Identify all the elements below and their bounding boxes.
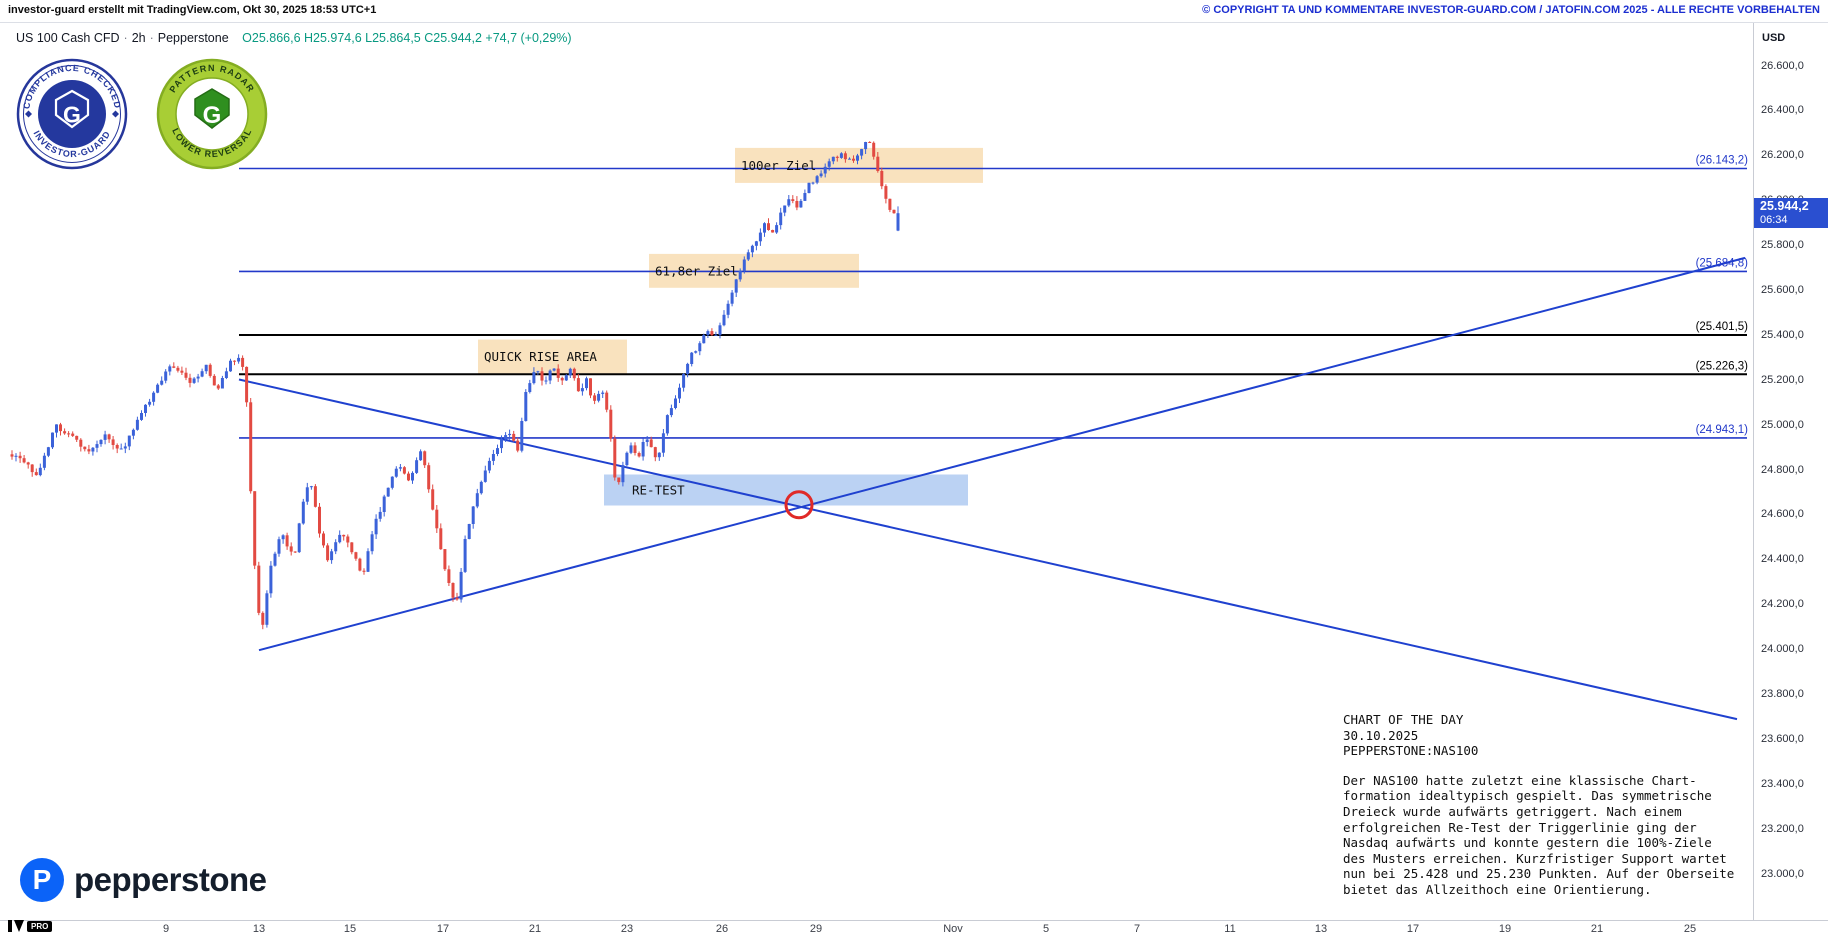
price-tick-label: 25.800,0 (1761, 239, 1804, 252)
time-axis[interactable] (0, 920, 1828, 938)
pattern-radar-badge: PATTERN RADAR LOWER REVERSAL G (156, 58, 268, 175)
price-tick-label: 23.200,0 (1761, 822, 1804, 835)
price-tick-label: 24.400,0 (1761, 553, 1804, 566)
svg-text:G: G (63, 102, 81, 128)
svg-text:RE-TEST: RE-TEST (632, 483, 685, 498)
legend-separator: · (149, 31, 154, 45)
svg-text:QUICK RISE AREA: QUICK RISE AREA (484, 349, 597, 364)
time-tick-label: Nov (943, 923, 963, 935)
pepperstone-wordmark: pepperstone (74, 861, 267, 898)
legend-interval[interactable]: 2h (131, 31, 146, 45)
commentary-body: Der NAS100 hatte zuletzt eine klassische… (1343, 772, 1735, 897)
price-tick-label: 24.600,0 (1761, 508, 1804, 521)
symbol-legend[interactable]: US 100 Cash CFD · 2h · Pepperstone O25.866,6… (16, 31, 572, 45)
compliance-checked-badge: COMPLIANCE CHECKED INVESTOR-GUARD G (16, 58, 128, 175)
svg-text:(24.943,1): (24.943,1) (1696, 424, 1749, 436)
pattern-radar-badge-icon: PATTERN RADAR LOWER REVERSAL G (156, 58, 268, 170)
price-tick-label: 23.800,0 (1761, 687, 1804, 700)
diamond-icon (112, 110, 119, 118)
price-tick-label: 23.000,0 (1761, 867, 1804, 880)
time-tick-label: 9 (162, 923, 170, 935)
price-tick-label: 26.200,0 (1761, 149, 1804, 162)
legend-broker[interactable]: Pepperstone (157, 31, 229, 45)
time-tick-label: 13 (252, 923, 266, 935)
svg-text:G: G (203, 102, 222, 129)
commentary-date: 30.10.2025 (1343, 727, 1419, 743)
pepperstone-logo-icon: P (20, 858, 64, 902)
time-tick-label: 15 (343, 923, 357, 935)
time-tick-label: 7 (1133, 923, 1141, 935)
time-tick-label: 21 (528, 923, 542, 935)
price-tick-label: 24.000,0 (1761, 643, 1804, 656)
price-tick-label: 26.600,0 (1761, 59, 1804, 72)
time-tick-label: 11 (1224, 923, 1236, 935)
bar-countdown: 06:34 (1760, 214, 1788, 226)
time-tick-label: 17 (436, 923, 450, 935)
top-bar: investor-guard erstellt mit TradingView.… (0, 0, 1828, 23)
commentary-symbol: PEPPERSTONE:NAS100 (1343, 743, 1479, 759)
svg-text:(25.226,3): (25.226,3) (1696, 360, 1749, 372)
price-tick-label: 25.600,0 (1761, 283, 1804, 296)
svg-text:100er Ziel: 100er Ziel (741, 158, 816, 173)
legend-separator: · (123, 31, 128, 45)
diamond-icon (25, 110, 32, 118)
price-tick-label: 25.400,0 (1761, 328, 1804, 341)
price-tick-label: 24.800,0 (1761, 463, 1804, 476)
shield-icon (54, 89, 90, 129)
svg-text:(25.401,5): (25.401,5) (1696, 321, 1749, 333)
time-tick-label: 26 (715, 923, 729, 935)
svg-text:61,8er Ziel: 61,8er Ziel (655, 263, 738, 278)
commentary-title: CHART OF THE DAY (1343, 712, 1464, 727)
time-tick-label: 23 (620, 923, 634, 935)
price-tick-label: 23.400,0 (1761, 777, 1804, 790)
price-axis-currency: USD (1762, 32, 1786, 44)
legend-symbol[interactable]: US 100 Cash CFD (16, 31, 120, 45)
time-tick-label: 29 (809, 923, 823, 935)
price-tick-label: 23.600,0 (1761, 732, 1804, 745)
pro-badge: PRO (27, 920, 53, 932)
time-tick-label: 19 (1498, 923, 1512, 935)
price-tick-label: 25.000,0 (1761, 418, 1804, 431)
current-price-value: 25.944,2 (1760, 199, 1809, 213)
pepperstone-logo: P pepperstone (20, 858, 267, 902)
chart-commentary: CHART OF THE DAY 30.10.2025 PEPPERSTONE:… (1343, 712, 1763, 898)
price-tick-label: 26.400,0 (1761, 104, 1804, 117)
price-tick-label: 24.200,0 (1761, 598, 1804, 611)
watermark-source-text: investor-guard erstellt mit TradingView.… (8, 4, 377, 16)
legend-ohlc-values: O25.866,6 H25.974,6 L25.864,5 C25.944,2 … (242, 31, 572, 45)
svg-text:(26.143,2): (26.143,2) (1696, 155, 1749, 167)
time-tick-label: 17 (1406, 923, 1420, 935)
price-tick-label: 25.200,0 (1761, 373, 1804, 386)
copyright-text: © COPYRIGHT TA UND KOMMENTARE INVESTOR-G… (1202, 4, 1820, 16)
time-tick-label: 13 (1314, 923, 1328, 935)
shield-icon (194, 88, 230, 129)
time-tick-label: 21 (1590, 923, 1604, 935)
svg-text:(25.684,8): (25.684,8) (1696, 257, 1749, 269)
time-tick-label: 5 (1042, 923, 1050, 935)
price-axis[interactable] (1753, 22, 1828, 920)
current-price-badge: 25.944,2 06:34 (1754, 198, 1828, 228)
tradingview-icon (8, 920, 24, 932)
time-tick-label: 25 (1683, 923, 1697, 935)
tradingview-logo: PRO (8, 920, 53, 932)
compliance-badge-icon: COMPLIANCE CHECKED INVESTOR-GUARD G (16, 58, 128, 170)
